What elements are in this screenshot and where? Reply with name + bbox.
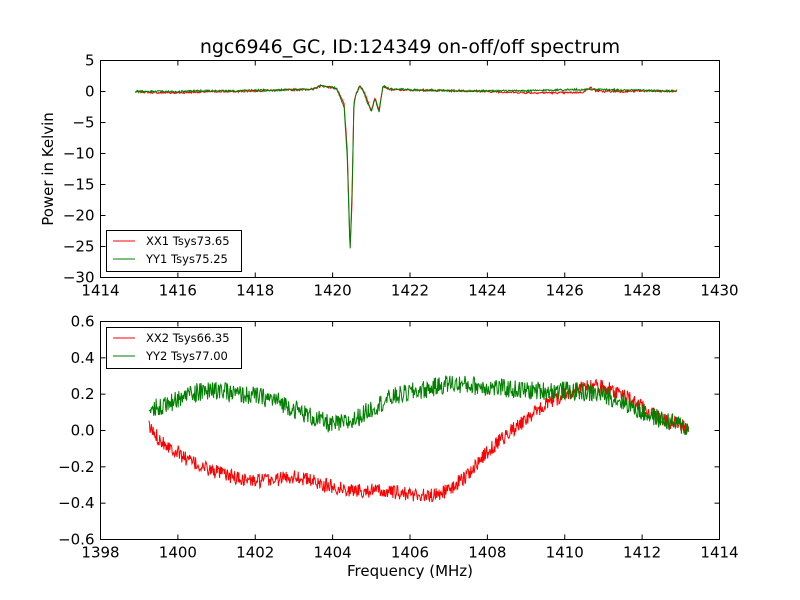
bottom-x-tick-label: 1406 (391, 544, 429, 562)
bottom-axis-ticks: 1398 1400 1402 1404 1406 1408 1410 1412 1414 0.6 0… (58, 313, 739, 562)
bottom-x-tick-label: 1408 (468, 544, 506, 562)
top-series-group (134, 84, 678, 249)
top-x-tick-label: 1422 (391, 282, 429, 300)
top-legend-box (106, 230, 242, 272)
bottom-legend-label-yy2: YY2 Tsys77.00 (145, 349, 228, 363)
bottom-x-tick-label: 1414 (700, 544, 738, 562)
bottom-series-group (148, 375, 690, 503)
top-series-line-xx (134, 84, 678, 246)
top-x-tick-label: 1430 (700, 282, 738, 300)
bottom-legend-box (106, 327, 242, 369)
top-y-axis-label: Power in Kelvin (39, 112, 57, 226)
bottom-y-tick-label: 0.2 (71, 385, 95, 403)
bottom-y-tick-label: 0.4 (71, 349, 95, 367)
chart-title: ngc6946_GC, ID:124349 on-off/off spectru… (200, 36, 620, 58)
top-x-tick-label: 1426 (546, 282, 584, 300)
top-y-tick-label: −25 (63, 238, 95, 256)
bottom-x-tick-label: 1400 (159, 544, 197, 562)
top-legend-label-yy1: YY1 Tsys75.25 (145, 252, 228, 266)
bottom-x-tick-label: 1404 (314, 544, 352, 562)
top-y-tick-label: −5 (72, 114, 94, 132)
top-x-tick-label: 1424 (468, 282, 506, 300)
top-x-tick-label: 1416 (159, 282, 197, 300)
top-panel: 1414 1416 1418 1420 1422 1424 1426 1428 1430 5 0 −5… (39, 52, 739, 300)
top-y-tick-label: −20 (63, 207, 95, 225)
top-y-tick-label: 0 (85, 83, 95, 101)
top-legend-label-xx1: XX1 Tsys73.65 (146, 234, 230, 248)
top-x-tick-label: 1414 (81, 282, 119, 300)
top-y-tick-label: −30 (63, 269, 95, 287)
bottom-y-tick-label: −0.6 (58, 531, 94, 549)
top-legend: XX1 Tsys73.65 YY1 Tsys75.25 (106, 230, 242, 272)
bottom-y-tick-label: −0.4 (58, 494, 94, 512)
top-y-tick-label: −10 (63, 145, 95, 163)
bottom-y-tick-label: 0.0 (71, 422, 95, 440)
top-series-line-yy (135, 84, 678, 249)
bottom-x-tick-label: 1402 (236, 544, 274, 562)
bottom-legend: XX2 Tsys66.35 YY2 Tsys77.00 (106, 327, 242, 369)
top-y-tick-label: 5 (85, 52, 95, 70)
bottom-panel: 1398 1400 1402 1404 1406 1408 1410 1412 1414 0.6 0… (58, 313, 739, 581)
top-y-tick-label: −15 (63, 176, 95, 194)
bottom-x-tick-label: 1412 (623, 544, 661, 562)
top-x-tick-label: 1420 (314, 282, 352, 300)
bottom-y-tick-label: −0.2 (58, 458, 94, 476)
bottom-series-line-yy (148, 375, 690, 436)
bottom-x-tick-label: 1410 (546, 544, 584, 562)
bottom-x-axis-label: Frequency (MHz) (347, 562, 473, 580)
bottom-x-tick-label: 1398 (81, 544, 119, 562)
top-axis-ticks: 1414 1416 1418 1420 1422 1424 1426 1428 1430 5 0 −5… (63, 52, 739, 300)
bottom-legend-label-xx2: XX2 Tsys66.35 (146, 331, 230, 345)
top-x-tick-label: 1428 (623, 282, 661, 300)
bottom-y-tick-label: 0.6 (71, 313, 95, 331)
top-x-tick-label: 1418 (236, 282, 274, 300)
